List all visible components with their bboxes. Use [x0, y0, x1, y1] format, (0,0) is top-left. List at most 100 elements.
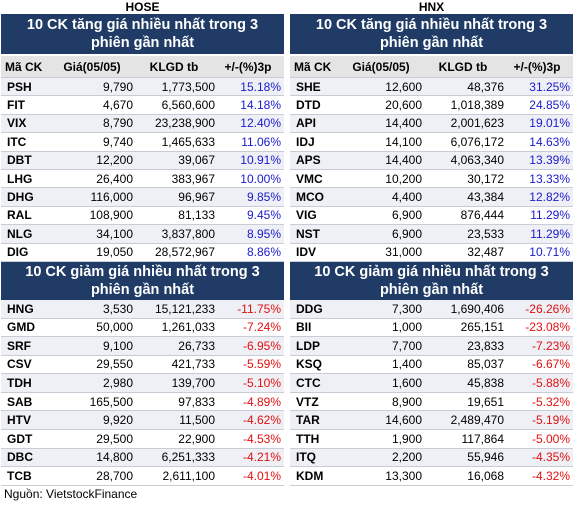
cell: API: [296, 116, 317, 131]
data-row: TDH 2,980 139,700 -5.10%: [1, 374, 284, 393]
cell: 96,967: [178, 190, 215, 205]
cell: 1,261,033: [161, 320, 215, 335]
cell: APS: [296, 153, 321, 168]
cell: 15,121,233: [154, 301, 215, 316]
cell: 2,980: [102, 376, 133, 391]
data-row: IDV 31,000 32,487 10.71%: [290, 244, 573, 262]
cell: 3,837,800: [161, 226, 215, 241]
cell: 50,000: [96, 320, 133, 335]
cell: 8,790: [102, 116, 133, 131]
header-cell: Giá(05/05): [352, 59, 410, 74]
cell: LHG: [7, 171, 33, 186]
exchange-column: HOSE 10 CK tăng giá nhiều nhất trong 3 ph…: [1, 0, 284, 486]
cell: 165,500: [89, 394, 133, 409]
cell: VIG: [296, 208, 317, 223]
cell: 6,251,333: [161, 450, 215, 465]
cell: 3,530: [102, 301, 133, 316]
cell: 116,000: [90, 190, 134, 205]
cell: 29,500: [96, 431, 133, 446]
cell: PSH: [7, 79, 32, 94]
cell: GMD: [7, 320, 35, 335]
cell: 1,690,406: [450, 301, 504, 316]
cell: 9,790: [102, 79, 133, 94]
data-row: VMC 10,200 30,172 13.33%: [290, 170, 573, 189]
cell: 8,900: [391, 394, 422, 409]
cell: 16,068: [467, 469, 504, 484]
data-row: API 14,400 2,001,623 19.01%: [290, 114, 573, 134]
cell: -6.95%: [242, 338, 281, 353]
cell: IDJ: [296, 134, 315, 149]
cell: 6,900: [391, 226, 422, 241]
section-title: 10 CK tăng giá nhiều nhất trong 3 phiên …: [1, 14, 284, 54]
cell: 2,001,623: [450, 116, 504, 131]
header-cell: KLGD tb: [149, 59, 199, 74]
data-row: DIG 19,050 28,572,967 8.86%: [1, 244, 284, 262]
cell: -4.62%: [242, 413, 281, 428]
data-row: DHG 116,000 96,967 9.85%: [1, 188, 284, 207]
data-row: TTH 1,900 117,864 -5.00%: [290, 430, 573, 449]
cell: 4,063,340: [450, 153, 504, 168]
cell: BII: [296, 320, 312, 335]
losers-section: 10 CK giảm giá nhiều nhất trong 3 phiên …: [290, 261, 573, 486]
cell: 2,611,100: [162, 469, 216, 484]
cell: 265,151: [460, 320, 504, 335]
data-row: SHE 12,600 48,376 31.25%: [290, 78, 573, 97]
cell: 1,773,500: [161, 79, 215, 94]
cell: -5.19%: [531, 413, 570, 428]
cell: 48,376: [467, 79, 504, 94]
data-row: DBC 14,800 6,251,333 -4.21%: [1, 448, 284, 468]
data-row: SRF 9,100 26,733 -6.95%: [1, 337, 284, 356]
cell: 13,300: [385, 469, 422, 484]
cell: 10.91%: [240, 153, 281, 168]
cell: NST: [296, 226, 320, 241]
cell: 10.00%: [240, 171, 281, 186]
cell: 45,838: [467, 376, 504, 391]
cell: 6,076,172: [450, 134, 504, 149]
cell: 43,384: [467, 190, 504, 205]
data-row: FIT 4,670 6,560,600 14.18%: [1, 96, 284, 115]
cell: TDH: [7, 376, 32, 391]
data-row: KSQ 1,400 85,037 -6.67%: [290, 356, 573, 375]
cell: LDP: [296, 338, 320, 353]
section-title: 10 CK giảm giá nhiều nhất trong 3 phiên …: [290, 261, 573, 300]
source: Nguồn: VietstockFinance: [4, 487, 138, 501]
cell: 9,100: [102, 338, 133, 353]
data-row: TAR 14,600 2,489,470 -5.19%: [290, 411, 573, 431]
cell: SHE: [296, 79, 321, 94]
cell: VTZ: [296, 394, 319, 409]
data-row: VIX 8,790 23,238,900 12.40%: [1, 114, 284, 134]
cell: 23,238,900: [154, 116, 215, 131]
cell: GDT: [7, 431, 33, 446]
header-cell: +/-(%)3p: [513, 59, 561, 74]
cell: 30,172: [467, 171, 504, 186]
cell: 11.06%: [241, 134, 281, 149]
cell: 6,560,600: [161, 98, 215, 113]
cell: TCB: [7, 469, 32, 484]
cell: 1,900: [391, 431, 422, 446]
cell: CSV: [7, 357, 32, 372]
cell: 13.33%: [529, 171, 570, 186]
gainers-section: 10 CK tăng giá nhiều nhất trong 3 phiên …: [290, 14, 573, 262]
cell: -6.67%: [531, 357, 570, 372]
cell: HNG: [7, 301, 34, 316]
cell: 55,946: [467, 450, 504, 465]
cell: 12,200: [96, 153, 133, 168]
cell: VMC: [296, 171, 323, 186]
data-row: LHG 26,400 383,967 10.00%: [1, 170, 284, 189]
cell: 20,600: [385, 98, 422, 113]
cell: -5.88%: [531, 376, 570, 391]
data-row: ITC 9,740 1,465,633 11.06%: [1, 133, 284, 152]
cell: 4,400: [391, 190, 422, 205]
cell: 14,100: [385, 134, 422, 149]
cell: IDV: [296, 245, 317, 260]
data-row: GDT 29,500 22,900 -4.53%: [1, 430, 284, 449]
data-row: DTD 20,600 1,018,389 24.85%: [290, 96, 573, 115]
cell: NLG: [7, 226, 33, 241]
section-title: 10 CK tăng giá nhiều nhất trong 3 phiên …: [290, 14, 573, 54]
data-row: HTV 9,920 11,500 -4.62%: [1, 411, 284, 431]
cell: 19,651: [467, 394, 504, 409]
cell: 31.25%: [529, 79, 570, 94]
cell: 14,400: [385, 153, 422, 168]
cell: 383,967: [171, 171, 215, 186]
cell: 26,733: [178, 338, 215, 353]
